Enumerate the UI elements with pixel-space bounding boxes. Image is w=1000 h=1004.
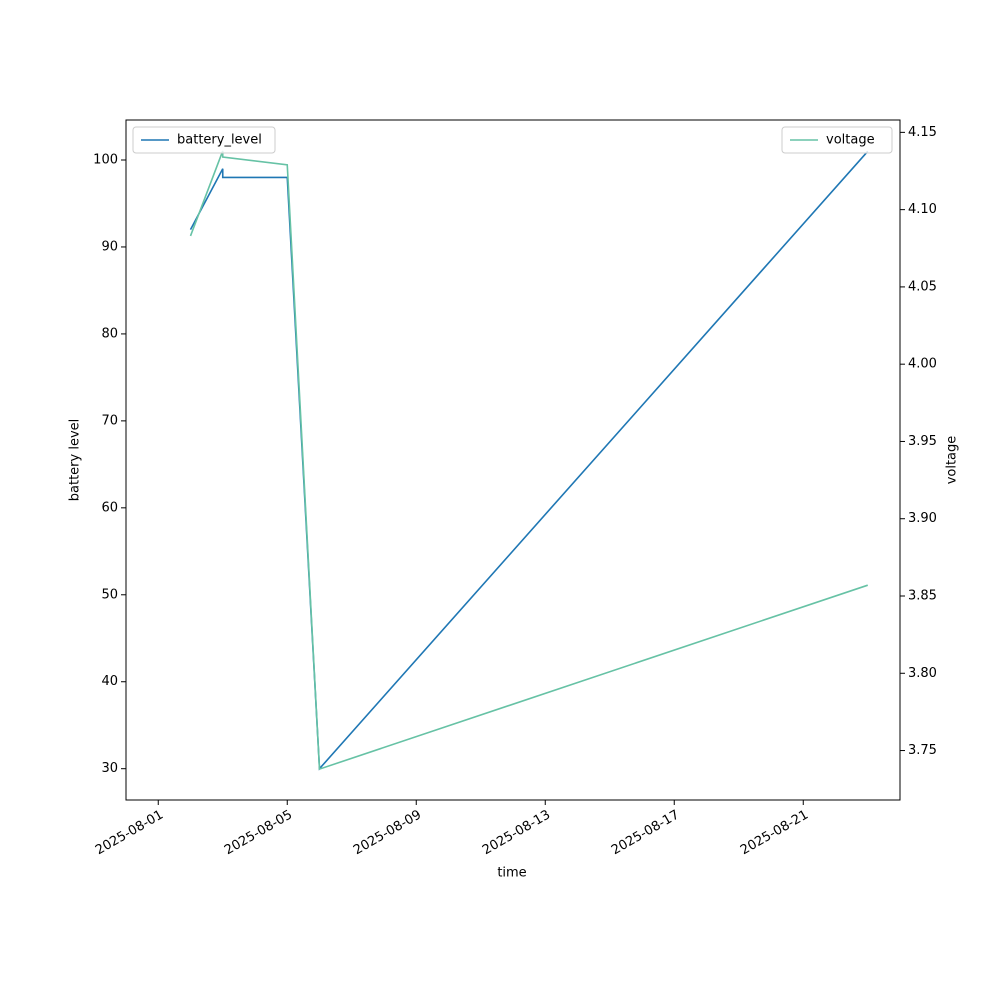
x-tick-label: 2025-08-17 bbox=[609, 808, 682, 859]
y2-tick-label: 4.15 bbox=[908, 125, 937, 140]
plot-frame bbox=[125, 119, 901, 801]
y-tick-label: 40 bbox=[101, 674, 118, 689]
y2-tick-label: 3.90 bbox=[908, 511, 937, 526]
line-series bbox=[189, 150, 869, 771]
legend-label: battery_level bbox=[177, 133, 262, 148]
legend: battery_level bbox=[132, 126, 276, 154]
x-tick-label: 2025-08-01 bbox=[93, 808, 166, 859]
y-tick-label: 70 bbox=[101, 413, 118, 428]
x-tick-label: 2025-08-13 bbox=[480, 808, 553, 859]
x-axis-label: time bbox=[497, 866, 526, 881]
y-tick-label: 60 bbox=[101, 500, 118, 515]
x-tick-label: 2025-08-09 bbox=[351, 808, 424, 859]
x-tick-label: 2025-08-05 bbox=[222, 808, 295, 859]
y-tick-label: 30 bbox=[101, 761, 118, 776]
y2-axis-label: voltage bbox=[945, 436, 960, 485]
x-tick-label: 2025-08-21 bbox=[738, 808, 811, 859]
y-tick-label: 50 bbox=[101, 587, 118, 602]
y-tick-label: 90 bbox=[101, 239, 118, 254]
legend-box bbox=[781, 126, 893, 154]
y-tick-label: 80 bbox=[101, 326, 118, 341]
legend: voltage bbox=[781, 126, 893, 154]
line-series bbox=[189, 150, 869, 771]
y2-tick-label: 4.05 bbox=[908, 279, 937, 294]
y2-tick-label: 3.80 bbox=[908, 666, 937, 681]
y2-tick-label: 3.75 bbox=[908, 743, 937, 758]
y2-tick-label: 3.85 bbox=[908, 589, 937, 604]
legend-label: voltage bbox=[826, 133, 875, 148]
y-tick-label: 100 bbox=[93, 153, 118, 168]
y-axis-label: battery level bbox=[68, 419, 83, 502]
y2-tick-label: 4.10 bbox=[908, 202, 937, 217]
legend-box bbox=[132, 126, 276, 154]
y2-tick-label: 4.00 bbox=[908, 357, 937, 372]
y2-tick-label: 3.95 bbox=[908, 434, 937, 449]
